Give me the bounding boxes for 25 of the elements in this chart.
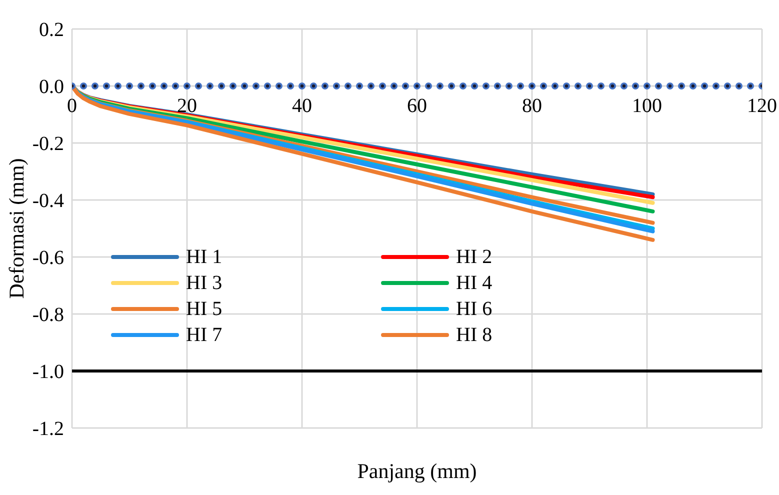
legend-label: HI 2: [456, 246, 492, 268]
x-tick-label: 20: [177, 95, 197, 117]
legend-label: HI 7: [186, 324, 222, 346]
y-tick-label: 0.2: [39, 19, 64, 42]
legend-label: HI 1: [186, 246, 222, 268]
y-tick-label: 0.0: [39, 76, 64, 98]
x-tick-label: 60: [407, 95, 427, 117]
x-tick-label: 120: [747, 95, 777, 117]
x-tick-label: 0: [67, 95, 77, 117]
legend-label: HI 5: [186, 298, 222, 320]
legend-label: HI 6: [456, 298, 492, 320]
x-tick-label: 80: [522, 95, 542, 117]
y-tick-label: -0.4: [32, 190, 64, 212]
y-tick-label: -1.0: [32, 361, 64, 384]
y-tick-label: -0.6: [32, 247, 64, 270]
legend-label: HI 8: [456, 324, 492, 346]
y-tick-label: -0.2: [32, 133, 64, 156]
x-tick-label: 100: [632, 95, 662, 117]
y-tick-label: -0.8: [32, 304, 64, 326]
legend-label: HI 4: [456, 272, 492, 294]
x-tick-label: 40: [292, 95, 312, 117]
legend-label: HI 3: [186, 272, 222, 294]
y-tick-label: -1.2: [32, 418, 64, 440]
y-axis-title: Deformasi (mm): [4, 158, 28, 299]
x-axis-title: Panjang (mm): [357, 459, 477, 483]
